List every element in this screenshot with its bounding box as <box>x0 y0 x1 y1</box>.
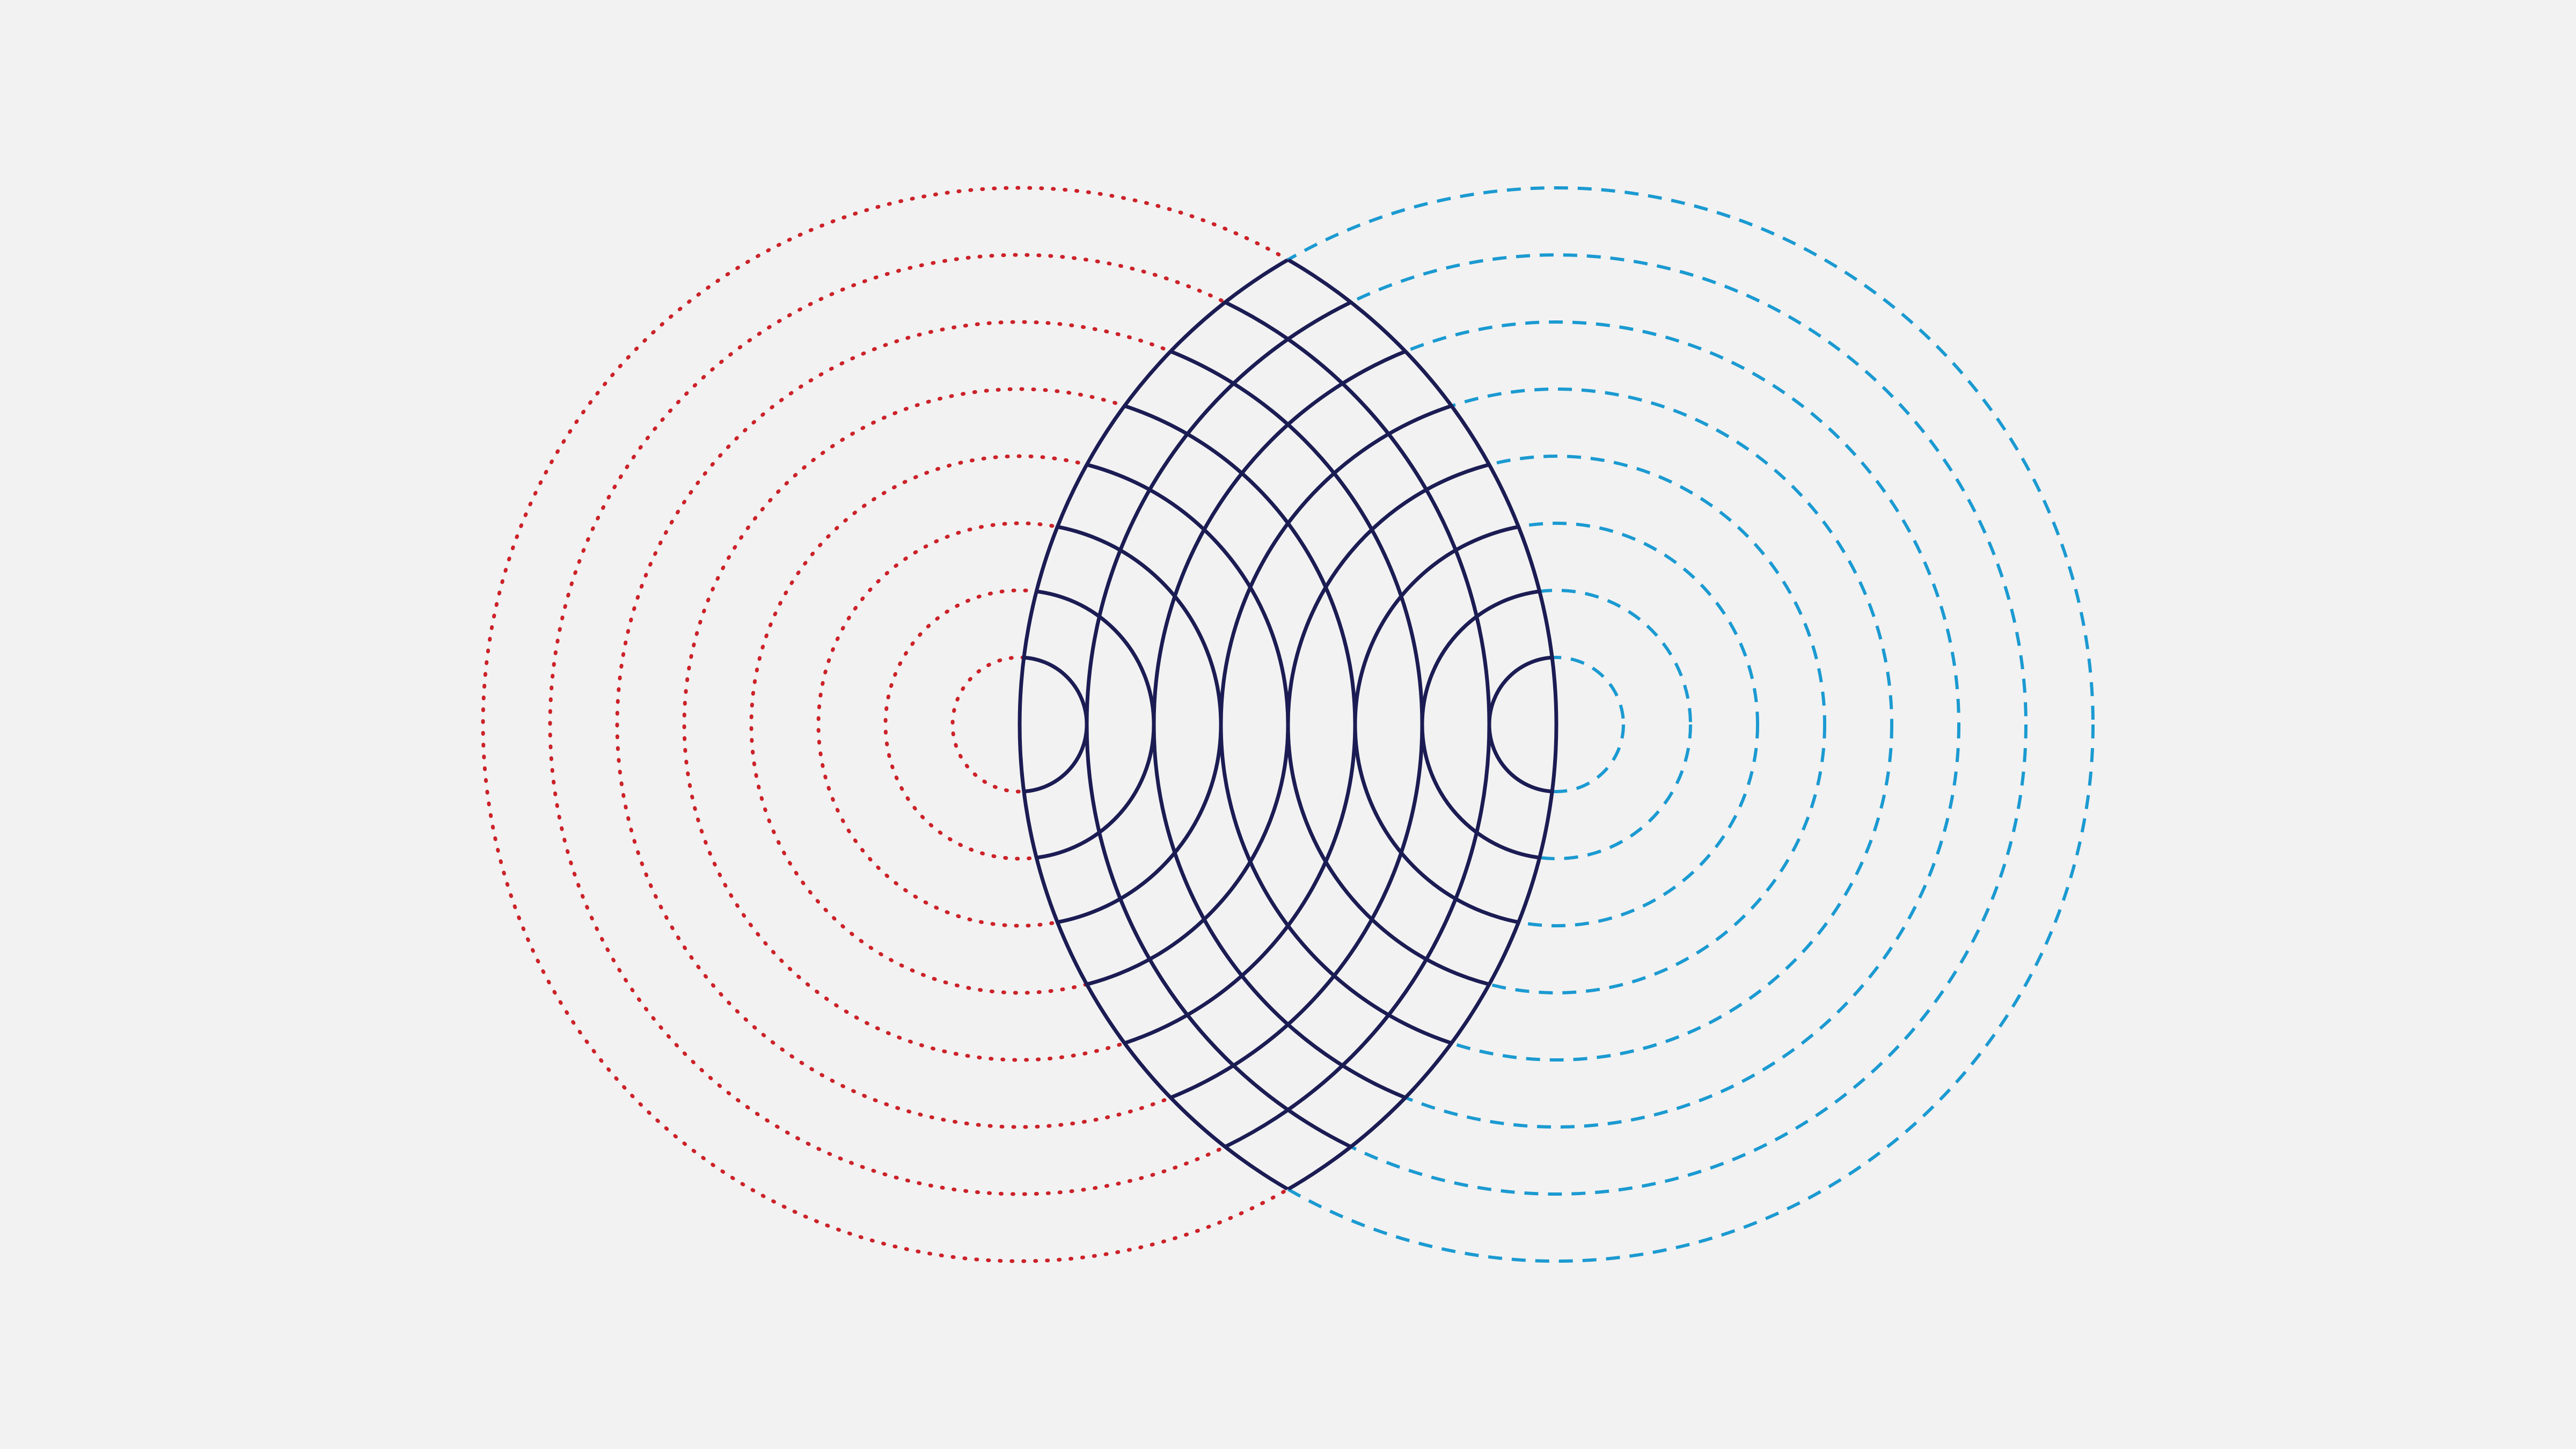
overlap-right-arc-4 <box>1286 454 1556 995</box>
right-ring-5 <box>1219 387 1893 1062</box>
overlap-right-arc-5 <box>1219 387 1556 1062</box>
overlap-right-arc-3 <box>1353 521 1556 928</box>
overlap-right-arc-1 <box>1487 655 1556 794</box>
right-ring-2 <box>1421 589 1692 860</box>
overlap-right-arc-6 <box>1152 320 1556 1129</box>
right-ring-1 <box>1488 656 1625 793</box>
overlap-right-arc-2 <box>1420 588 1556 861</box>
right-ring-4 <box>1286 455 1826 994</box>
overlap-grid-right-arcs <box>1018 188 1556 1261</box>
right-ring-3 <box>1353 522 1759 927</box>
overlap-right-arc-7 <box>1085 253 1556 1196</box>
overlap-left-arc-8 <box>1020 188 1558 1261</box>
overlap-right-arc-8 <box>1018 188 1556 1261</box>
